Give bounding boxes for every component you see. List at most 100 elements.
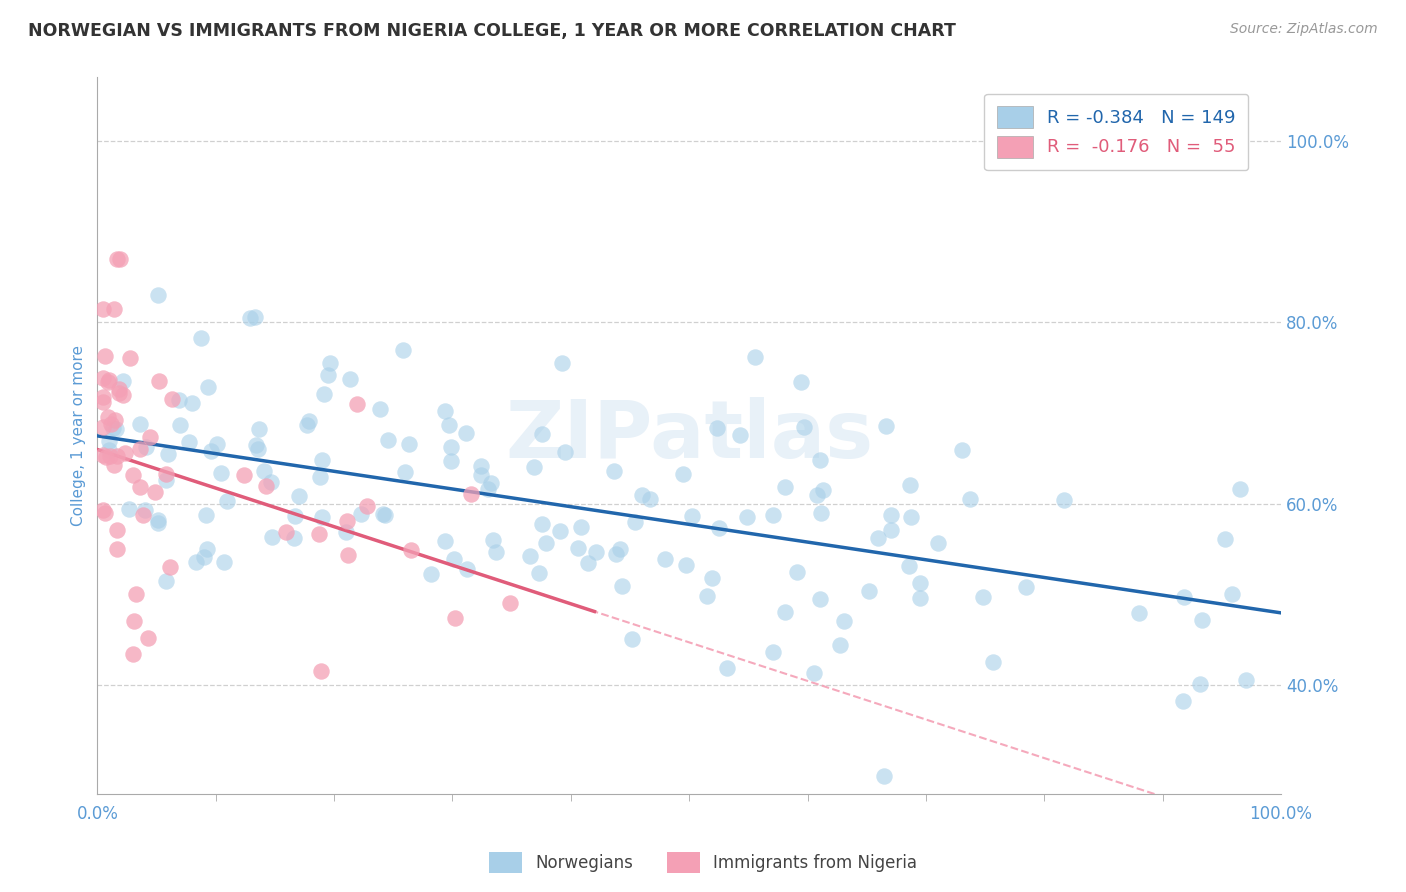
Point bbox=[308, 527, 330, 541]
Point bbox=[470, 467, 492, 482]
Point bbox=[551, 356, 574, 370]
Point bbox=[1213, 533, 1236, 547]
Point bbox=[548, 524, 571, 538]
Point bbox=[125, 587, 148, 601]
Point bbox=[253, 464, 276, 478]
Point bbox=[793, 419, 815, 434]
Point bbox=[148, 374, 170, 388]
Point bbox=[569, 520, 592, 534]
Point bbox=[908, 575, 931, 590]
Point bbox=[91, 420, 114, 434]
Point bbox=[155, 574, 177, 589]
Point bbox=[908, 591, 931, 605]
Point bbox=[312, 387, 335, 401]
Point bbox=[879, 523, 901, 537]
Point bbox=[336, 515, 359, 529]
Point bbox=[283, 531, 305, 545]
Point bbox=[654, 551, 676, 566]
Point bbox=[1173, 590, 1195, 604]
Point bbox=[105, 252, 128, 266]
Point bbox=[346, 396, 368, 410]
Point bbox=[1234, 673, 1257, 688]
Point bbox=[129, 442, 152, 456]
Point bbox=[735, 510, 758, 524]
Point bbox=[111, 374, 134, 388]
Point bbox=[1189, 677, 1212, 691]
Point bbox=[103, 458, 125, 473]
Point bbox=[762, 508, 785, 523]
Point bbox=[585, 545, 607, 559]
Point bbox=[167, 392, 190, 407]
Point bbox=[350, 507, 373, 521]
Point bbox=[101, 421, 124, 435]
Point bbox=[811, 483, 834, 497]
Point bbox=[129, 480, 152, 494]
Point bbox=[122, 615, 145, 629]
Point bbox=[132, 508, 155, 523]
Legend: Norwegians, Immigrants from Nigeria: Norwegians, Immigrants from Nigeria bbox=[482, 846, 924, 880]
Point bbox=[97, 375, 120, 389]
Text: ZIPatlas: ZIPatlas bbox=[505, 397, 873, 475]
Point bbox=[139, 430, 162, 444]
Point bbox=[880, 508, 903, 522]
Point bbox=[177, 435, 200, 450]
Point bbox=[433, 533, 456, 548]
Point bbox=[309, 664, 332, 678]
Point bbox=[808, 453, 831, 467]
Point bbox=[121, 468, 143, 483]
Point bbox=[531, 516, 554, 531]
Point bbox=[108, 386, 131, 401]
Point bbox=[260, 475, 283, 490]
Point bbox=[927, 536, 949, 550]
Text: Source: ZipAtlas.com: Source: ZipAtlas.com bbox=[1230, 22, 1378, 37]
Point bbox=[621, 632, 644, 646]
Point bbox=[122, 647, 145, 661]
Point bbox=[744, 350, 766, 364]
Point bbox=[91, 448, 114, 462]
Point bbox=[775, 480, 797, 494]
Point bbox=[246, 442, 269, 456]
Point bbox=[477, 482, 499, 496]
Point bbox=[443, 551, 465, 566]
Point bbox=[630, 488, 652, 502]
Point bbox=[716, 661, 738, 675]
Point bbox=[319, 356, 342, 370]
Point bbox=[482, 533, 505, 547]
Point bbox=[706, 421, 728, 435]
Point bbox=[247, 422, 270, 436]
Point bbox=[146, 288, 169, 302]
Point bbox=[254, 479, 277, 493]
Point bbox=[194, 508, 217, 523]
Point bbox=[309, 469, 332, 483]
Point bbox=[433, 403, 456, 417]
Point bbox=[1220, 586, 1243, 600]
Point bbox=[233, 468, 256, 483]
Point bbox=[98, 434, 121, 449]
Point bbox=[671, 467, 693, 482]
Point bbox=[609, 541, 631, 556]
Point bbox=[98, 442, 121, 457]
Point bbox=[858, 584, 880, 599]
Point bbox=[98, 449, 121, 463]
Point bbox=[420, 566, 443, 581]
Point bbox=[675, 558, 697, 573]
Point bbox=[1171, 694, 1194, 708]
Point bbox=[91, 502, 114, 516]
Point bbox=[808, 592, 831, 607]
Point bbox=[900, 509, 922, 524]
Point bbox=[103, 302, 125, 317]
Point bbox=[103, 413, 125, 427]
Point bbox=[456, 562, 478, 576]
Point bbox=[1015, 580, 1038, 594]
Point bbox=[440, 440, 463, 454]
Point bbox=[129, 417, 152, 431]
Point bbox=[356, 499, 378, 513]
Point bbox=[262, 530, 284, 544]
Point bbox=[972, 591, 994, 605]
Point bbox=[803, 666, 825, 681]
Point bbox=[444, 610, 467, 624]
Point bbox=[155, 467, 177, 482]
Point bbox=[96, 450, 118, 464]
Point bbox=[336, 548, 359, 562]
Point bbox=[98, 373, 121, 387]
